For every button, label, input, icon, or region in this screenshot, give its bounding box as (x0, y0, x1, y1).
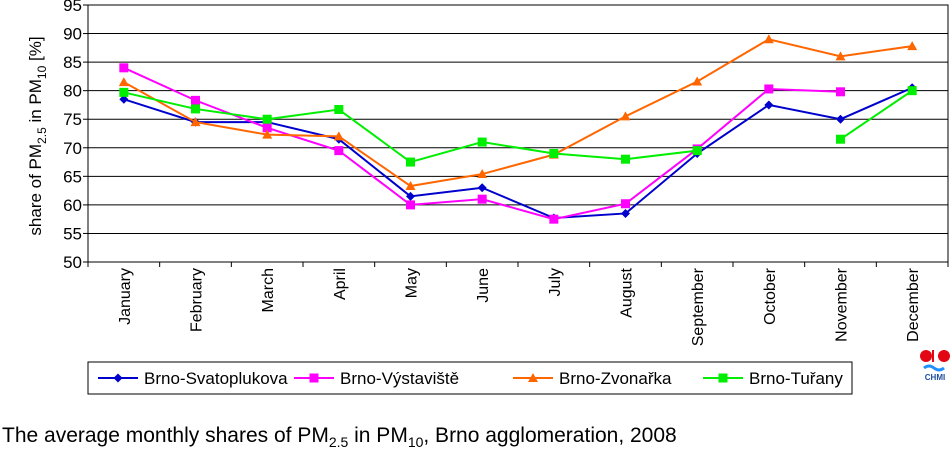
data-point (191, 104, 200, 114)
data-point (262, 123, 272, 133)
series-2 (118, 34, 918, 191)
data-point (406, 191, 415, 201)
data-point (621, 208, 630, 218)
data-point (907, 41, 918, 51)
legend-marker (309, 373, 319, 383)
y-tick-label: 95 (63, 0, 82, 15)
data-point (333, 131, 344, 141)
data-point (764, 100, 774, 110)
x-tick-label: December (905, 267, 922, 341)
chart: 50 55 60 65 70 75 80 85 90 95 January February Marc… (26, 0, 949, 395)
data-point (119, 87, 129, 97)
data-point (262, 114, 272, 124)
x-tick-label: July (547, 268, 564, 296)
x-tick-label: October (762, 267, 779, 325)
y-tick-label: 65 (63, 167, 82, 186)
data-point (477, 137, 487, 147)
data-point (119, 94, 129, 104)
data-point (405, 181, 416, 191)
legend: Brno-Svatoplukova Brno-Výstaviště Brno-Zvo… (87, 361, 853, 395)
x-tick-label: November (834, 267, 851, 341)
y-tick-label: 55 (63, 224, 82, 243)
legend-marker (718, 373, 728, 383)
data-point (621, 154, 630, 164)
data-point (118, 77, 129, 87)
legend-label: Brno-Výstaviště (340, 369, 459, 388)
x-tick-label: April (332, 268, 349, 300)
data-point (334, 105, 344, 115)
x-axis-tick-labels: January February March April May June July Augu… (117, 267, 922, 346)
legend-marker (113, 373, 123, 383)
y-tick-label: 90 (63, 25, 82, 44)
data-point (763, 34, 774, 44)
data-point (836, 134, 845, 144)
gridlines (83, 4, 949, 267)
data-point (549, 148, 559, 158)
data-point (477, 169, 488, 179)
legend-label: Brno-Zvonařka (559, 369, 672, 388)
data-point (262, 129, 273, 139)
legend-label: Brno-Svatoplukova (144, 369, 288, 388)
data-point (334, 146, 344, 156)
series-line (123, 91, 698, 164)
y-tick-label: 70 (63, 139, 82, 158)
x-tick-label: May (404, 268, 421, 298)
series-3 (119, 86, 917, 167)
legend-marker (528, 373, 538, 382)
y-tick-label: 60 (63, 196, 82, 215)
y-tick-label: 75 (63, 110, 82, 129)
plot-area (118, 34, 918, 224)
data-point (764, 84, 774, 94)
data-point (620, 111, 631, 121)
series-0 (119, 83, 917, 223)
svg-text:CHMI: CHMI (925, 373, 945, 382)
legend-label: Brno-Tuřany (749, 369, 843, 388)
y-tick-label: 85 (63, 53, 82, 72)
y-tick-label: 50 (63, 253, 82, 272)
data-point (477, 183, 487, 193)
series-line (123, 86, 913, 220)
data-point (477, 194, 487, 204)
series-line (839, 89, 913, 141)
data-point (191, 95, 200, 105)
x-tick-label: January (117, 268, 134, 325)
data-point (119, 63, 129, 73)
x-tick-label: February (189, 268, 206, 332)
plot-frame (87, 4, 949, 263)
y-axis-ticks: 50 55 60 65 70 75 80 85 90 95 (63, 0, 82, 272)
x-tick-label: June (475, 268, 492, 303)
x-tick-label: March (260, 268, 277, 312)
series-line (123, 38, 913, 188)
data-point (406, 200, 415, 210)
x-tick-label: September (690, 267, 707, 346)
data-point (836, 114, 845, 124)
y-axis-label: share of PM2.5 in PM10 [%] (26, 36, 49, 235)
x-tick-label: August (619, 267, 636, 317)
data-point (836, 87, 845, 97)
data-point (621, 199, 630, 209)
chmi-logo: CHMI (919, 347, 950, 383)
data-point (406, 157, 415, 167)
data-point (692, 146, 702, 156)
figure-caption: The average monthly shares of PM2.5 in P… (2, 424, 677, 451)
data-point (190, 117, 201, 127)
y-tick-label: 80 (63, 82, 82, 101)
data-point (907, 86, 917, 96)
data-point (835, 51, 846, 61)
data-point (549, 214, 559, 224)
data-point (692, 76, 703, 86)
